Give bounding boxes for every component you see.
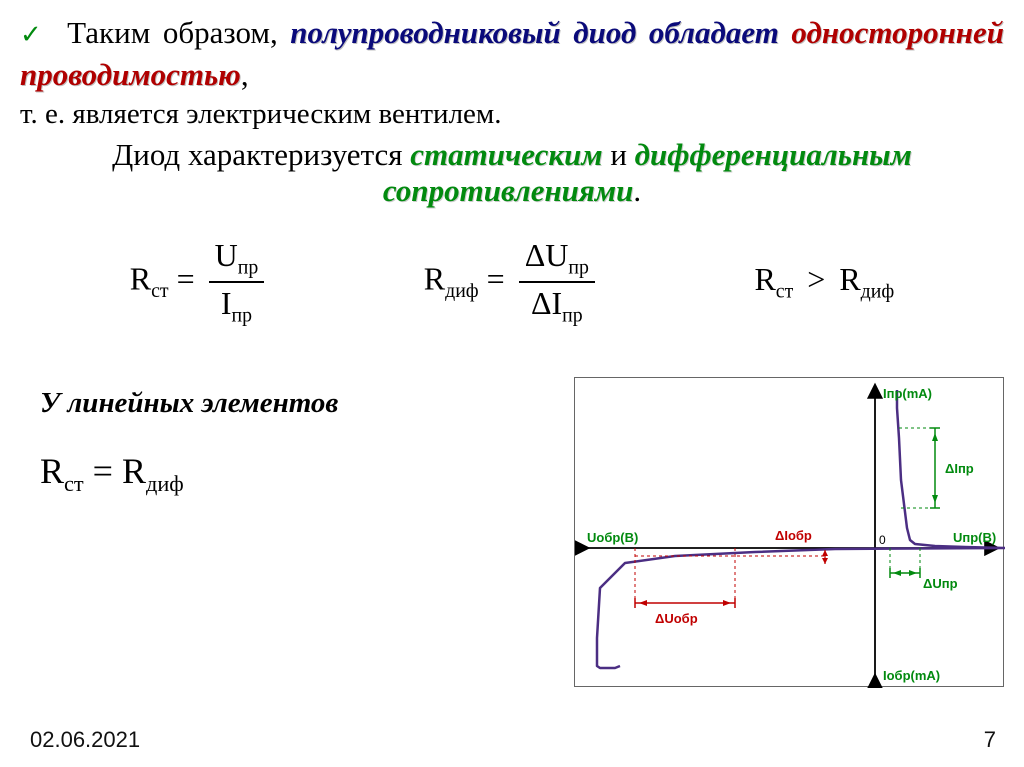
intro-lead: Таким образом, xyxy=(67,15,278,50)
char-dot: . xyxy=(633,173,641,208)
eq2-num-pref: Δ xyxy=(525,237,546,273)
svg-text:Iпр(mA): Iпр(mA) xyxy=(883,386,932,401)
eq2-lhs-sub: диф xyxy=(445,280,479,302)
eq-linear: Rст = Rдиф xyxy=(40,450,574,497)
svg-text:ΔUпр: ΔUпр xyxy=(923,576,958,591)
eq1-den-base: I xyxy=(221,285,232,321)
svg-text:Uобр(B): Uобр(B) xyxy=(587,530,638,545)
eq2-den-pref: Δ xyxy=(531,285,552,321)
check-icon: ✓ xyxy=(20,20,47,49)
footer-date: 02.06.2021 xyxy=(30,727,140,753)
intro-blue: полупроводниковый диод обладает xyxy=(290,15,779,50)
eq4-r-base: R xyxy=(122,451,146,491)
eq4-l-sub: ст xyxy=(64,472,84,497)
eq2-frac: ΔUпр ΔIпр xyxy=(519,237,595,328)
eq3-l-base: R xyxy=(754,261,775,297)
char-green1: статическим xyxy=(410,137,602,172)
eq2-lhs-base: R xyxy=(424,260,445,296)
svg-text:Uпр(B): Uпр(B) xyxy=(953,530,996,545)
svg-text:ΔIпр: ΔIпр xyxy=(945,461,974,476)
eq1-den: Iпр xyxy=(215,283,258,327)
char-line: Диод характеризуется статическим и диффе… xyxy=(20,137,1004,209)
equation-row: Rст = Uпр Iпр Rдиф = ΔUпр ΔIпр Rст > Rди… xyxy=(20,237,1004,328)
char-p2: и xyxy=(603,137,635,172)
eq-diff: Rдиф = ΔUпр ΔIпр xyxy=(424,237,595,328)
char-p1: Диод характеризуется xyxy=(112,137,410,172)
eq1-num-sub: пр xyxy=(238,256,259,278)
eq2-num-base: U xyxy=(545,237,568,273)
eq-inequality: Rст > Rдиф xyxy=(754,261,894,303)
eq1-lhs-base: R xyxy=(130,260,151,296)
eq2-num: ΔUпр xyxy=(519,237,595,283)
eq2-den: ΔIпр xyxy=(525,283,589,327)
eq1-frac: Uпр Iпр xyxy=(209,237,265,328)
eq4-r-sub: диф xyxy=(146,472,184,497)
eq3-r-sub: диф xyxy=(861,280,895,302)
intro-comma: , xyxy=(241,57,249,92)
lower-left: У линейных элементов Rст = Rдиф xyxy=(20,377,574,687)
vent-line: т. е. является электрическим вентилем. xyxy=(20,98,1004,131)
eq2-num-sub: пр xyxy=(568,256,589,278)
eq3-r-base: R xyxy=(839,261,860,297)
intro-paragraph: ✓ Таким образом, полупроводниковый диод … xyxy=(20,12,1004,96)
eq-static: Rст = Uпр Iпр xyxy=(130,237,265,328)
eq3-op: > xyxy=(801,261,831,297)
footer-page: 7 xyxy=(984,727,996,753)
iv-chart-svg: 0 Iпр(mA) Iобр(mA) Uобр(B) Uпр(B) ΔIпр ΔUпр ΔIо… xyxy=(575,378,1005,688)
eq1-num: Uпр xyxy=(209,237,265,283)
svg-text:0: 0 xyxy=(879,533,886,547)
eq1-den-sub: пр xyxy=(231,304,252,326)
lower-section: У линейных элементов Rст = Rдиф 0 Iпр(mA)… xyxy=(20,377,1004,687)
linear-caption: У линейных элементов xyxy=(40,387,574,420)
eq3-l-sub: ст xyxy=(776,280,793,302)
eq4-l-base: R xyxy=(40,451,64,491)
iv-chart: 0 Iпр(mA) Iобр(mA) Uобр(B) Uпр(B) ΔIпр ΔUпр ΔIо… xyxy=(574,377,1004,687)
eq2-den-base: I xyxy=(552,285,563,321)
svg-text:Iобр(mA): Iобр(mA) xyxy=(883,668,940,683)
svg-text:ΔUобр: ΔUобр xyxy=(655,611,698,626)
svg-text:ΔIобр: ΔIобр xyxy=(775,528,812,543)
eq1-num-base: U xyxy=(215,237,238,273)
eq2-den-sub: пр xyxy=(562,304,583,326)
eq1-lhs-sub: ст xyxy=(151,280,168,302)
